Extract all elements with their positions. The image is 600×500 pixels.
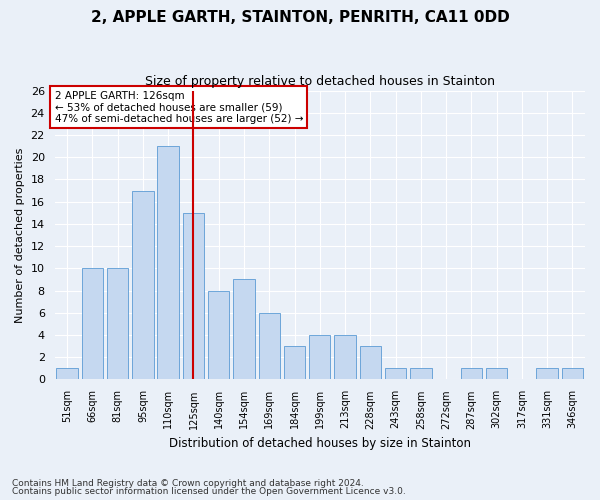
Bar [562, 368, 583, 380]
Text: 2 APPLE GARTH: 126sqm
← 53% of detached houses are smaller (59)
47% of semi-deta: 2 APPLE GARTH: 126sqm ← 53% of detached … [55, 90, 303, 124]
Bar [359, 346, 381, 380]
Bar [183, 213, 204, 380]
Bar [208, 290, 229, 380]
Bar [157, 146, 179, 380]
Bar [309, 335, 331, 380]
Bar [461, 368, 482, 380]
Bar [334, 335, 356, 380]
Text: Contains HM Land Registry data © Crown copyright and database right 2024.: Contains HM Land Registry data © Crown c… [12, 478, 364, 488]
Bar [259, 313, 280, 380]
Bar [132, 190, 154, 380]
Bar [536, 368, 558, 380]
Y-axis label: Number of detached properties: Number of detached properties [15, 148, 25, 322]
Bar [82, 268, 103, 380]
Bar [107, 268, 128, 380]
Bar [486, 368, 508, 380]
Title: Size of property relative to detached houses in Stainton: Size of property relative to detached ho… [145, 75, 495, 88]
Text: Contains public sector information licensed under the Open Government Licence v3: Contains public sector information licen… [12, 487, 406, 496]
Bar [233, 280, 255, 380]
Bar [385, 368, 406, 380]
X-axis label: Distribution of detached houses by size in Stainton: Distribution of detached houses by size … [169, 437, 471, 450]
Bar [56, 368, 78, 380]
Text: 2, APPLE GARTH, STAINTON, PENRITH, CA11 0DD: 2, APPLE GARTH, STAINTON, PENRITH, CA11 … [91, 10, 509, 25]
Bar [410, 368, 431, 380]
Bar [284, 346, 305, 380]
